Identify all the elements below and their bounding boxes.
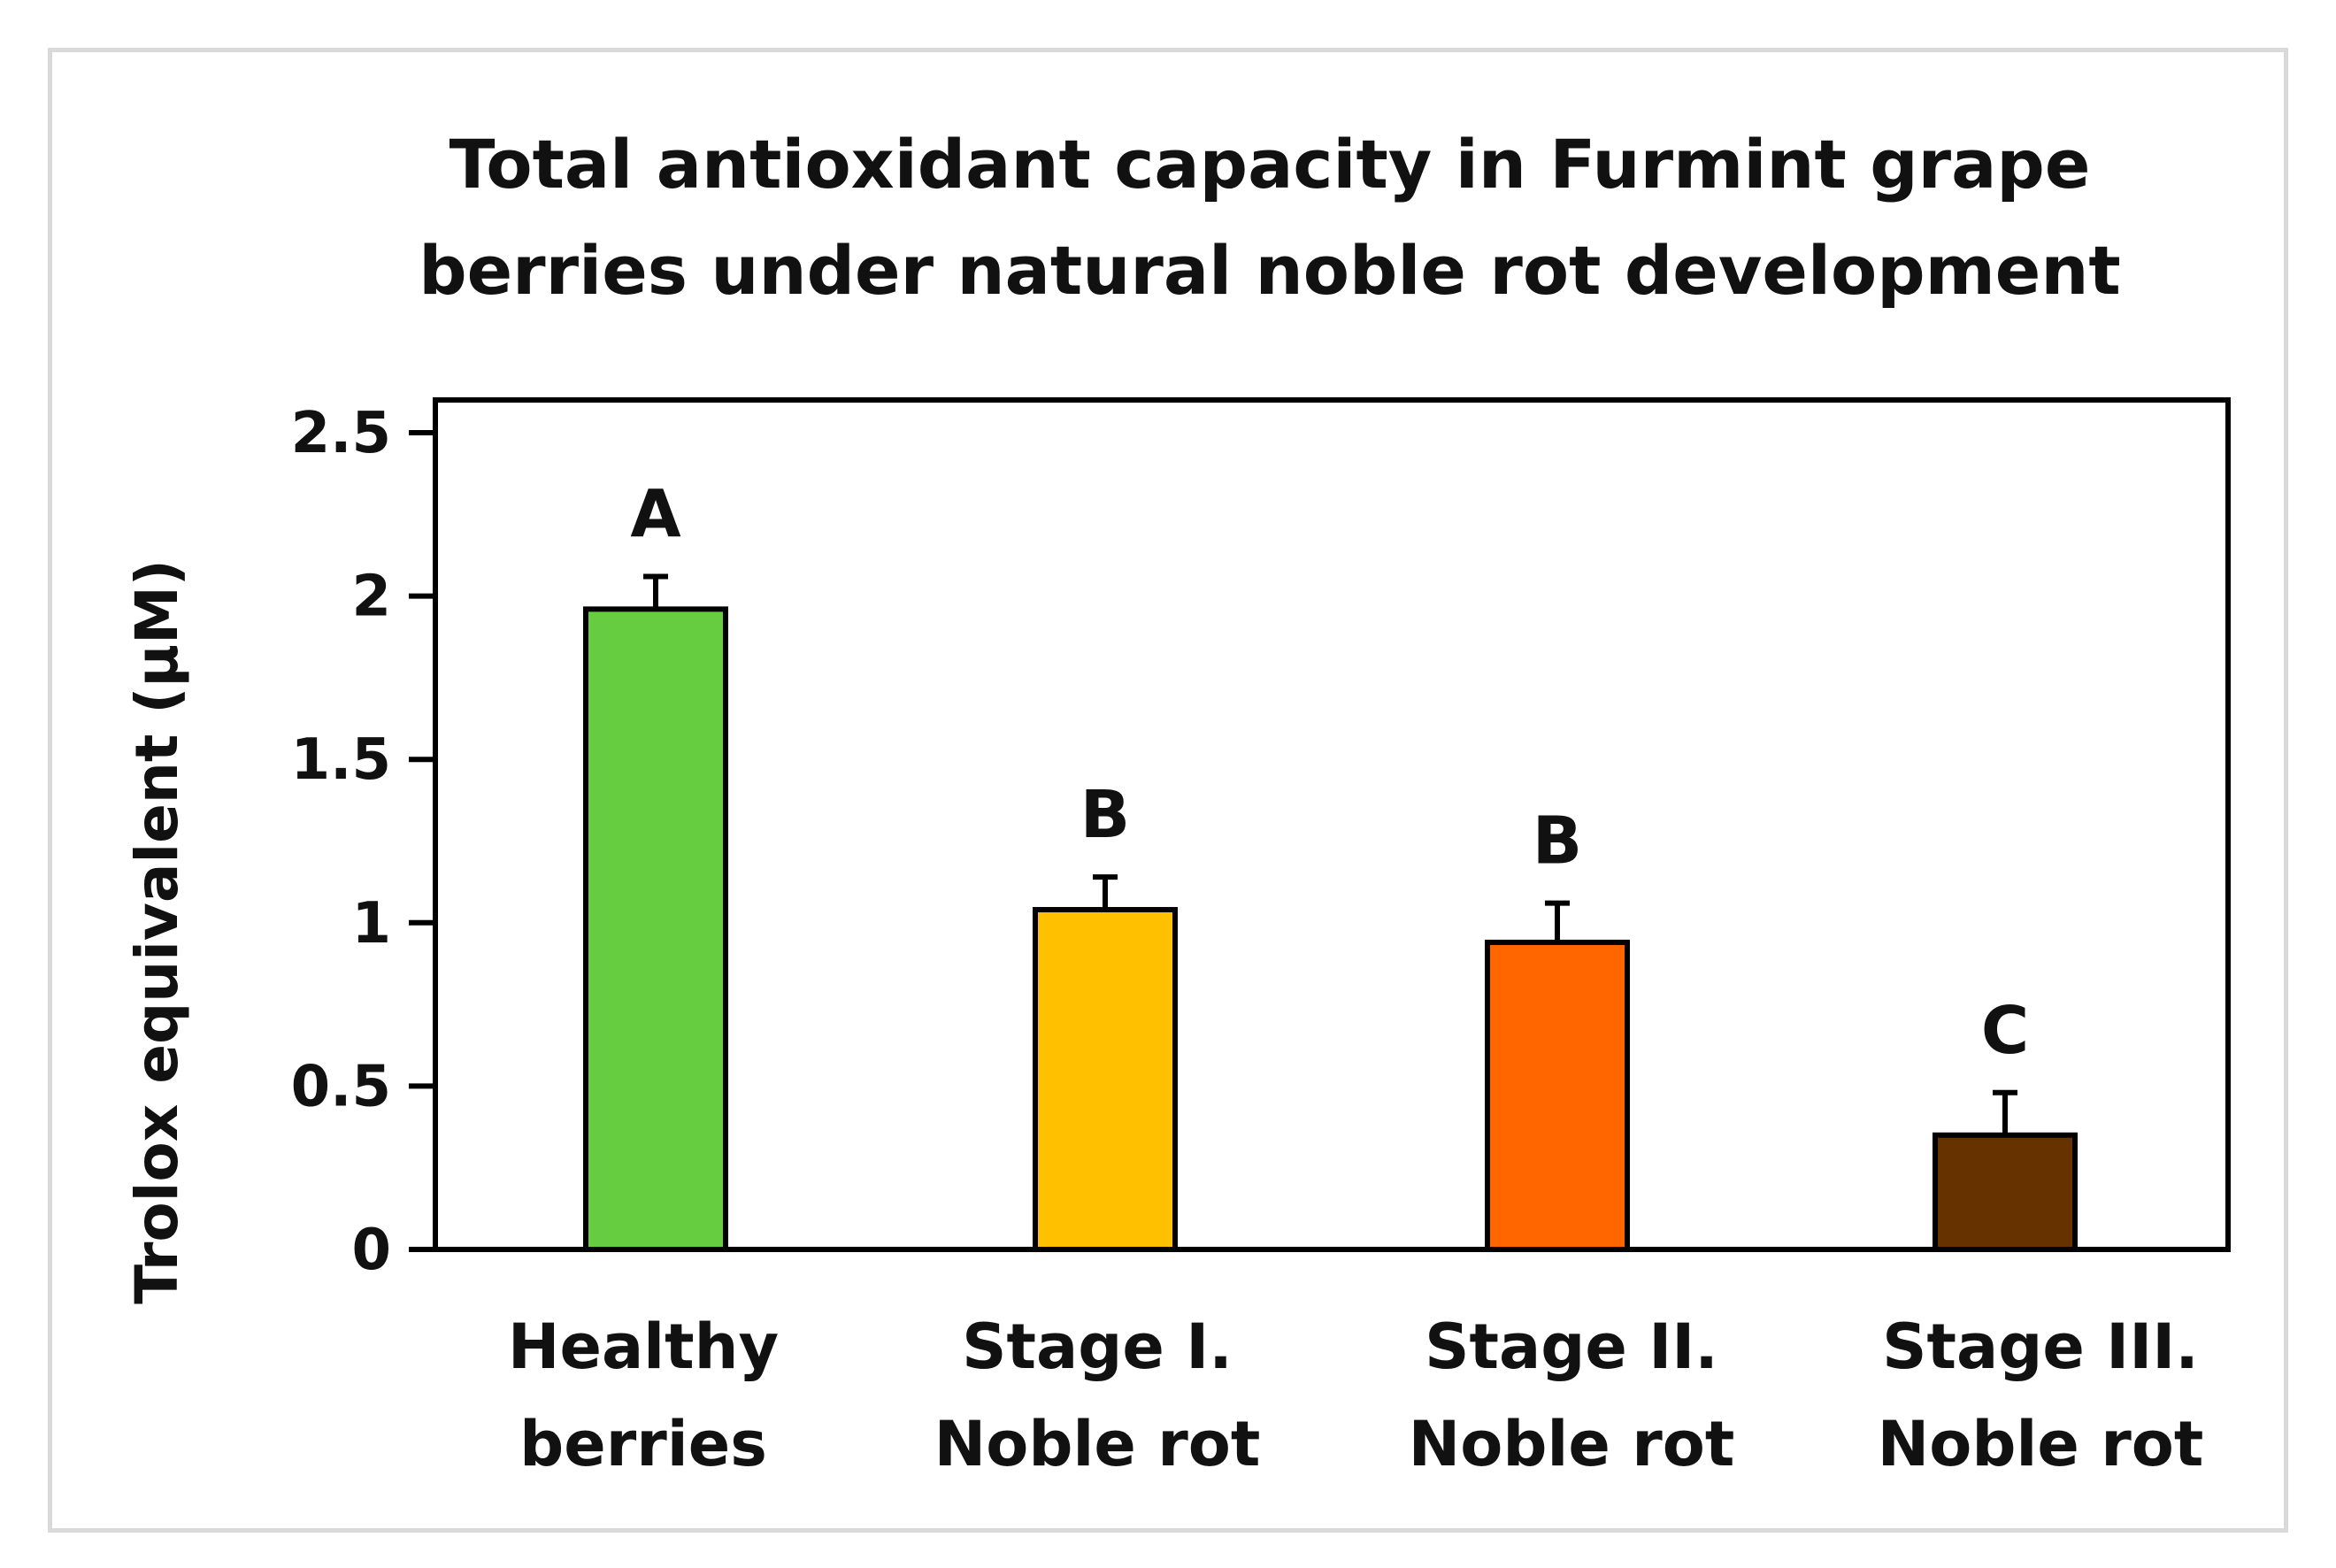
significance-letter: B — [1533, 803, 1582, 880]
y-tick-label: 2.5 — [291, 401, 391, 466]
chart-title-line-2: berries under natural noble rot developm… — [419, 231, 2121, 310]
chart-title-line-1: Total antioxidant capacity in Furmint gr… — [450, 125, 2091, 204]
category-label: Noble rot — [934, 1408, 1261, 1480]
bar — [1033, 907, 1178, 1252]
y-tick-label: 0 — [351, 1218, 391, 1283]
category-label: Noble rot — [1409, 1408, 1735, 1480]
bar — [1933, 1132, 2078, 1253]
bar — [583, 606, 728, 1252]
significance-letter: A — [630, 476, 680, 552]
y-tick-label: 1.5 — [291, 727, 391, 793]
chart-frame — [48, 48, 2288, 1533]
y-axis-label: Trolox equivalent (μM) — [123, 559, 191, 1304]
category-label: Stage III. — [1882, 1311, 2199, 1383]
category-label: Healthy — [508, 1311, 779, 1383]
category-label: Stage II. — [1425, 1311, 1718, 1383]
y-tick-label: 2 — [351, 565, 391, 630]
bar — [1485, 939, 1630, 1253]
category-label: berries — [519, 1408, 767, 1480]
category-label: Stage I. — [962, 1311, 1233, 1383]
plot-area: 0 0.5 1 1.5 2 2.5 A Healthy berries B Stage I. Nobl… — [291, 397, 2231, 1480]
significance-letter: C — [1981, 993, 2029, 1069]
y-tick-label: 0.5 — [291, 1054, 391, 1119]
category-label: Noble rot — [1878, 1408, 2204, 1480]
y-tick-label: 1 — [351, 891, 391, 957]
significance-letter: B — [1080, 777, 1130, 853]
